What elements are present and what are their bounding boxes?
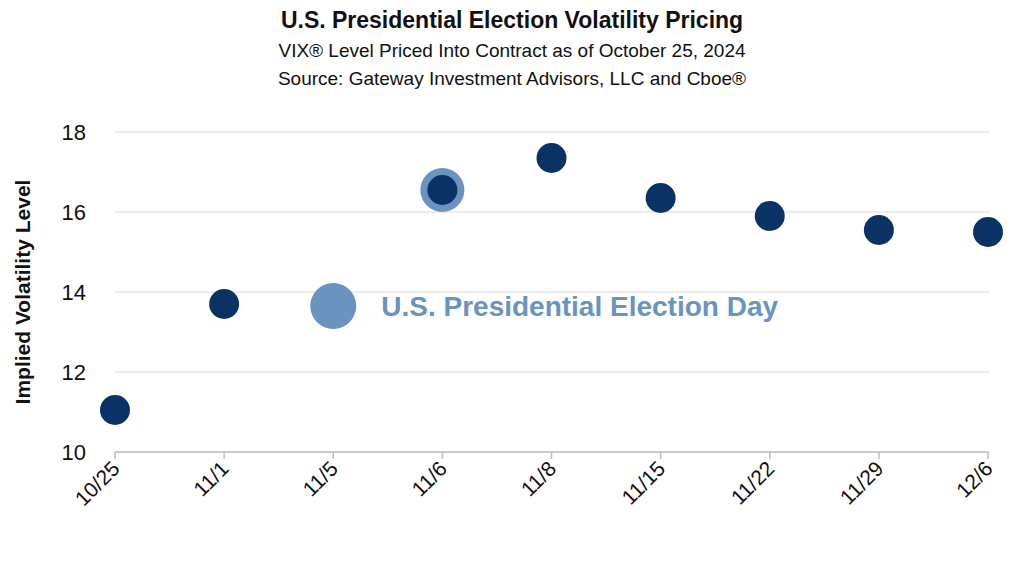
data-point	[973, 217, 1003, 247]
grid-line	[115, 371, 990, 373]
x-tick	[551, 452, 553, 459]
y-tick-label: 10	[62, 440, 86, 465]
data-point	[427, 175, 457, 205]
x-tick-label: 10/25	[70, 457, 123, 510]
x-tick-label: 11/5	[298, 457, 342, 501]
y-axis-label: Implied Volatility Level	[11, 180, 34, 405]
legend-marker	[310, 283, 356, 329]
grid-line	[115, 211, 990, 213]
x-tick-label: 11/1	[189, 457, 233, 501]
data-point	[755, 201, 785, 231]
x-tick	[114, 452, 116, 459]
y-tick-label: 12	[62, 360, 86, 385]
data-point	[864, 215, 894, 245]
subtitle: Source: Gateway Investment Advisors, LLC…	[278, 68, 746, 89]
x-tick	[442, 452, 444, 459]
y-tick-label: 18	[62, 120, 86, 145]
highlight-marker	[420, 168, 464, 212]
data-point	[646, 183, 676, 213]
x-tick-label: 11/15	[617, 457, 669, 509]
plot-area	[100, 143, 1003, 425]
subtitle: VIX® Level Priced Into Contract as of Oc…	[278, 40, 746, 61]
x-tick-label: 11/22	[726, 457, 778, 509]
data-point	[537, 143, 567, 173]
x-tick-label: 12/6	[952, 457, 997, 502]
x-tick	[769, 452, 771, 459]
y-tick-label: 14	[62, 280, 86, 305]
x-tick-label: 11/29	[835, 457, 887, 509]
grid-line	[115, 131, 990, 133]
x-tick	[987, 452, 989, 459]
grid-line	[115, 451, 990, 453]
x-tick	[660, 452, 662, 459]
data-point	[100, 395, 130, 425]
chart: U.S. Presidential Election Volatility Pr…	[0, 0, 1024, 567]
title: U.S. Presidential Election Volatility Pr…	[281, 7, 743, 33]
legend-label: U.S. Presidential Election Day	[381, 291, 778, 322]
data-point	[209, 289, 239, 319]
x-tick-label: 11/8	[516, 457, 560, 501]
x-tick	[333, 452, 335, 459]
y-tick-label: 16	[62, 200, 86, 225]
x-tick	[223, 452, 225, 459]
x-tick	[878, 452, 880, 459]
x-tick-label: 11/6	[407, 457, 451, 501]
